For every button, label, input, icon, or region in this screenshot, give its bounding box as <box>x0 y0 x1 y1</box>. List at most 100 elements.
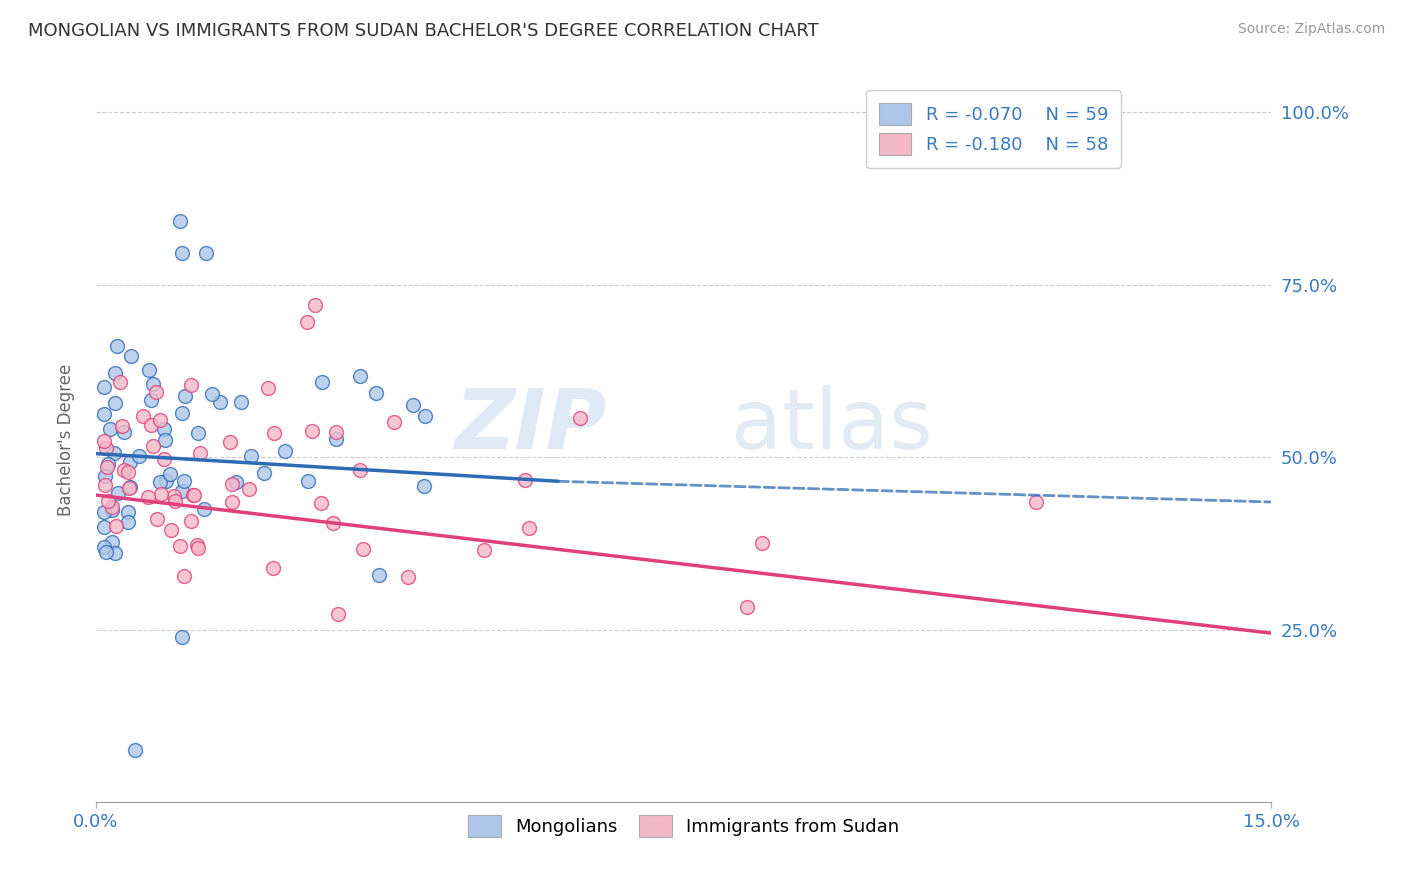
Point <box>311 375 333 389</box>
Point <box>229 395 252 409</box>
Point <box>101 535 124 549</box>
Point <box>225 475 247 490</box>
Point <box>364 386 387 401</box>
Point <box>104 367 127 381</box>
Point <box>105 339 128 353</box>
Point <box>311 496 333 510</box>
Point <box>139 393 162 408</box>
Point <box>170 630 193 644</box>
Point <box>295 315 318 329</box>
Point <box>240 450 263 464</box>
Point <box>124 743 146 757</box>
Point <box>169 539 191 553</box>
Point <box>569 410 592 425</box>
Point <box>97 457 120 471</box>
Point <box>262 561 284 575</box>
Point <box>132 409 155 423</box>
Point <box>415 409 437 424</box>
Point <box>120 480 142 494</box>
Point <box>112 463 135 477</box>
Point <box>96 460 118 475</box>
Point <box>93 519 115 533</box>
Point <box>93 380 115 394</box>
Point <box>515 474 537 488</box>
Point <box>103 446 125 460</box>
Point <box>221 495 243 509</box>
Point <box>170 483 193 498</box>
Point <box>301 425 323 439</box>
Point <box>98 421 121 435</box>
Point <box>149 413 172 427</box>
Point <box>93 505 115 519</box>
Point <box>104 546 127 560</box>
Point <box>193 502 215 516</box>
Point <box>104 396 127 410</box>
Point <box>112 425 135 439</box>
Point <box>142 439 165 453</box>
Point <box>1025 495 1047 509</box>
Point <box>402 398 425 412</box>
Point <box>159 467 181 481</box>
Point <box>180 378 202 392</box>
Point <box>93 540 115 554</box>
Point <box>145 512 167 526</box>
Point <box>325 425 347 439</box>
Point <box>117 505 139 519</box>
Point <box>149 475 172 489</box>
Point <box>117 465 139 479</box>
Point <box>180 514 202 528</box>
Point <box>138 363 160 377</box>
Point <box>120 349 142 363</box>
Point <box>93 477 115 491</box>
Point <box>349 369 371 384</box>
Point <box>238 483 260 497</box>
Text: atlas: atlas <box>731 384 932 466</box>
Point <box>735 600 758 615</box>
Point <box>96 442 118 456</box>
Point <box>117 515 139 529</box>
Point <box>472 542 495 557</box>
Point <box>352 542 374 557</box>
Point <box>322 516 344 530</box>
Point <box>221 476 243 491</box>
Point <box>186 539 208 553</box>
Point <box>153 422 176 436</box>
Point <box>519 521 541 535</box>
Text: ZIP: ZIP <box>454 384 607 466</box>
Point <box>93 434 115 449</box>
Point <box>138 490 160 504</box>
Point <box>274 443 297 458</box>
Point <box>173 568 195 582</box>
Point <box>304 298 326 312</box>
Point <box>174 389 197 403</box>
Point <box>101 503 124 517</box>
Point <box>97 494 120 508</box>
Point <box>93 407 115 421</box>
Point <box>188 446 211 460</box>
Point <box>142 377 165 392</box>
Point <box>326 607 349 621</box>
Point <box>93 469 115 483</box>
Text: Source: ZipAtlas.com: Source: ZipAtlas.com <box>1237 22 1385 37</box>
Point <box>368 567 391 582</box>
Point <box>172 406 194 420</box>
Point <box>382 415 405 429</box>
Point <box>253 466 276 480</box>
Point <box>107 485 129 500</box>
Point <box>396 569 419 583</box>
Point <box>100 500 122 514</box>
Point <box>139 417 162 432</box>
Point <box>153 452 176 467</box>
Point <box>349 463 371 477</box>
Point <box>128 449 150 463</box>
Point <box>325 432 347 446</box>
Point <box>297 475 319 489</box>
Point <box>187 541 209 555</box>
Point <box>183 488 205 502</box>
Point <box>194 246 217 260</box>
Point <box>413 479 436 493</box>
Point <box>183 488 205 502</box>
Point <box>118 481 141 495</box>
Point <box>163 489 186 503</box>
Point <box>169 213 191 227</box>
